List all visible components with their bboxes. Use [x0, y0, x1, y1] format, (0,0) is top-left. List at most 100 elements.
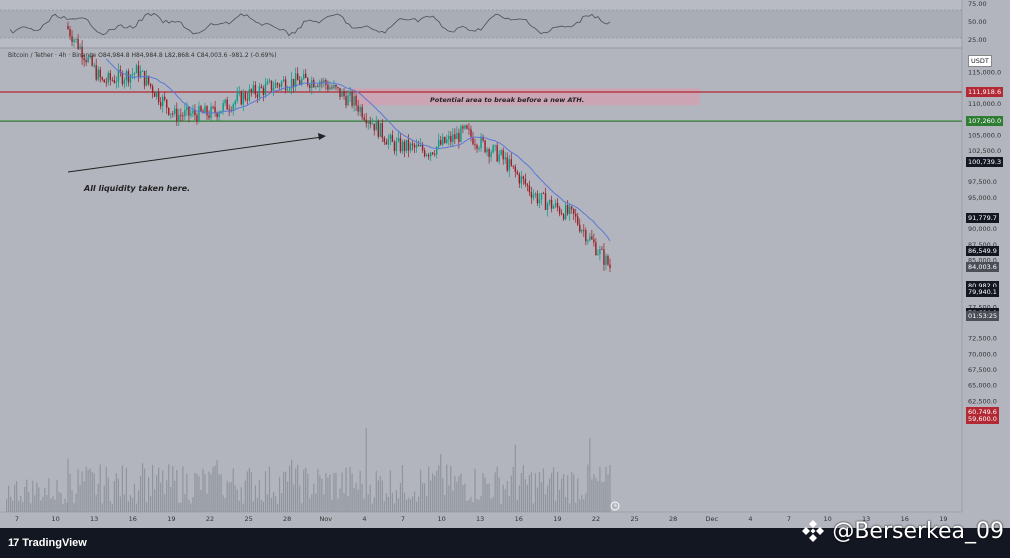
candle-body [125, 71, 128, 81]
volume-bar [385, 493, 387, 512]
volume-bar [520, 473, 522, 512]
volume-bar [355, 482, 357, 512]
volume-bar [256, 497, 258, 512]
volume-bar [456, 481, 458, 512]
candle-body [510, 159, 512, 166]
volume-bar [105, 466, 107, 512]
candle-body [153, 92, 156, 97]
candle-body [454, 134, 456, 140]
candle-body [115, 81, 118, 83]
volume-bar [42, 496, 44, 512]
candle-body [111, 79, 114, 81]
candle-body [286, 89, 289, 91]
candle-body [419, 144, 422, 147]
trend-arrow-line[interactable] [67, 136, 323, 173]
volume-bar [333, 473, 335, 512]
candle-body [75, 38, 77, 40]
candle-body [587, 240, 589, 242]
candle-body [232, 104, 234, 111]
candle-body [433, 154, 436, 155]
candle-body [186, 106, 188, 111]
volume-bar [85, 466, 87, 512]
candle-body [423, 150, 426, 156]
candle-body [236, 93, 238, 102]
price-tick-label: 90,000.0 [968, 225, 997, 233]
time-tick-label: 4 [362, 515, 366, 523]
volume-bar [103, 485, 105, 512]
candle-body [252, 85, 255, 92]
volume-bar [351, 473, 353, 512]
volume-bar [20, 495, 22, 512]
volume-bar [323, 494, 325, 512]
volume-bar [145, 502, 148, 512]
candle-body [305, 73, 307, 79]
time-axis[interactable]: 7 10 13 16 19 22 25 28 Nov 4 7 10 13 16 19 22 25 28 Dec 4 7 1… [15, 515, 948, 523]
liquidity-annotation[interactable]: All liquidity taken here. [84, 184, 191, 193]
volume-bar [317, 468, 319, 512]
volume-bar [567, 475, 569, 512]
volume-bar [434, 475, 436, 512]
candle-body [248, 89, 251, 101]
volume-bar [246, 471, 248, 512]
volume-bar [156, 475, 158, 512]
volume-bar [393, 503, 396, 512]
volume-bar [472, 501, 474, 512]
candle-body [276, 83, 279, 85]
candle-body [174, 108, 176, 114]
binance-diamond-icon [802, 520, 825, 542]
volume-bar [476, 498, 478, 512]
volume-bar [466, 500, 468, 512]
zone-annotation[interactable]: Potential area to break before a new ATH… [430, 96, 585, 104]
tradingview-logo[interactable]: 17 TradingView [8, 537, 87, 549]
candle-body [166, 99, 168, 108]
candle-body [462, 126, 464, 129]
volume-bar [73, 503, 75, 512]
volume-bar [357, 489, 359, 512]
volume-bar [64, 498, 66, 512]
volume-bar [506, 480, 508, 512]
usdt-badge[interactable]: USDT [968, 55, 992, 67]
volume-bar [387, 496, 389, 512]
candle-body [317, 86, 319, 88]
candle-body [147, 75, 150, 84]
candle-body [109, 72, 112, 80]
time-tick-label: 10 [437, 515, 445, 523]
candle-body [411, 143, 414, 145]
candle-body [407, 139, 410, 151]
candle-body [323, 80, 325, 83]
candle-body [492, 145, 494, 153]
price-tick-label: 97,500.0 [968, 178, 997, 186]
volume-bar [538, 472, 541, 512]
price-label-5: 84,003.6 [966, 261, 999, 272]
volume-bar [119, 496, 121, 512]
volume-bar [526, 484, 528, 512]
volume-bar [206, 493, 208, 512]
volume-bar [190, 503, 192, 512]
volume-bar [81, 471, 83, 512]
volume-bar [595, 477, 597, 512]
candle-body [520, 176, 523, 184]
candle-body [431, 152, 434, 155]
volume-bar [343, 493, 345, 512]
candle-body [103, 79, 105, 83]
candle-body [389, 135, 392, 140]
clock-icon[interactable] [610, 501, 620, 511]
candle-body [452, 134, 454, 142]
volume-bar [270, 497, 273, 512]
volume-bar [32, 480, 34, 512]
candle-body [399, 138, 402, 152]
candle-body [601, 248, 603, 250]
candle-body [607, 255, 609, 265]
volume-bar [565, 497, 567, 512]
volume-bar [238, 500, 240, 512]
volume-bar [478, 499, 480, 512]
volume-bar [327, 477, 329, 512]
candle-body [365, 119, 367, 124]
candle-body [315, 86, 317, 88]
volume-bar [252, 501, 254, 512]
volume-bar [444, 495, 446, 512]
price-label-6: 80,982.0 [966, 280, 999, 291]
candle-body [89, 55, 91, 58]
volume-bar [115, 473, 117, 512]
